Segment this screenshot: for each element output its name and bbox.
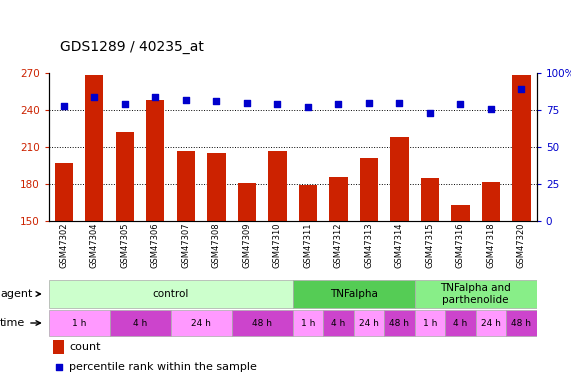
Bar	[232, 309, 292, 336]
Bar	[207, 153, 226, 221]
Point	[486, 105, 496, 111]
Text: 1 h: 1 h	[301, 318, 315, 327]
Bar	[360, 158, 378, 221]
Bar	[445, 309, 476, 336]
Text: 1 h: 1 h	[72, 318, 86, 327]
Point	[90, 94, 99, 100]
Bar	[49, 309, 110, 336]
Point	[303, 104, 312, 110]
Point	[273, 101, 282, 107]
Text: 48 h: 48 h	[252, 318, 272, 327]
Point	[334, 101, 343, 107]
Text: agent: agent	[0, 289, 41, 299]
Text: 24 h: 24 h	[359, 318, 379, 327]
Text: 4 h: 4 h	[133, 318, 147, 327]
Bar	[299, 185, 317, 221]
Bar	[391, 137, 409, 221]
Text: TNFalpha and
parthenolide: TNFalpha and parthenolide	[440, 283, 511, 305]
Point	[181, 97, 190, 103]
Bar	[384, 309, 415, 336]
Text: 24 h: 24 h	[191, 318, 211, 327]
Point	[381, 277, 391, 283]
Bar	[49, 280, 292, 308]
Point	[242, 100, 251, 106]
Bar	[512, 75, 530, 221]
Bar	[329, 177, 348, 221]
Bar	[451, 205, 469, 221]
Point	[59, 102, 69, 108]
Text: TNFalpha: TNFalpha	[329, 289, 377, 299]
Text: time: time	[0, 318, 41, 328]
Bar	[421, 178, 439, 221]
Bar	[55, 163, 73, 221]
Bar	[353, 309, 384, 336]
Point	[456, 101, 465, 107]
Text: percentile rank within the sample: percentile rank within the sample	[69, 362, 257, 372]
Bar	[238, 183, 256, 221]
Bar	[506, 309, 537, 336]
Point	[151, 94, 160, 100]
Bar	[268, 151, 287, 221]
Bar	[54, 340, 64, 354]
Bar	[292, 309, 323, 336]
Point	[395, 100, 404, 106]
Text: GDS1289 / 40235_at: GDS1289 / 40235_at	[60, 40, 204, 54]
Text: control: control	[152, 289, 189, 299]
Bar	[415, 280, 537, 308]
Text: 24 h: 24 h	[481, 318, 501, 327]
Bar	[146, 100, 164, 221]
Text: 4 h: 4 h	[331, 318, 345, 327]
Text: 4 h: 4 h	[453, 318, 468, 327]
Bar	[176, 151, 195, 221]
Text: count: count	[69, 342, 100, 352]
Text: 48 h: 48 h	[512, 318, 532, 327]
Bar	[116, 132, 134, 221]
Point	[212, 98, 221, 104]
Point	[425, 110, 435, 116]
Bar	[476, 309, 506, 336]
Bar	[415, 309, 445, 336]
Point	[120, 101, 130, 107]
Bar	[482, 182, 500, 221]
Text: 1 h: 1 h	[423, 318, 437, 327]
Text: 48 h: 48 h	[389, 318, 409, 327]
Point	[517, 86, 526, 92]
Bar	[85, 75, 103, 221]
Bar	[110, 309, 171, 336]
Bar	[323, 309, 353, 336]
Bar	[292, 280, 415, 308]
Point	[364, 100, 373, 106]
Bar	[171, 309, 232, 336]
